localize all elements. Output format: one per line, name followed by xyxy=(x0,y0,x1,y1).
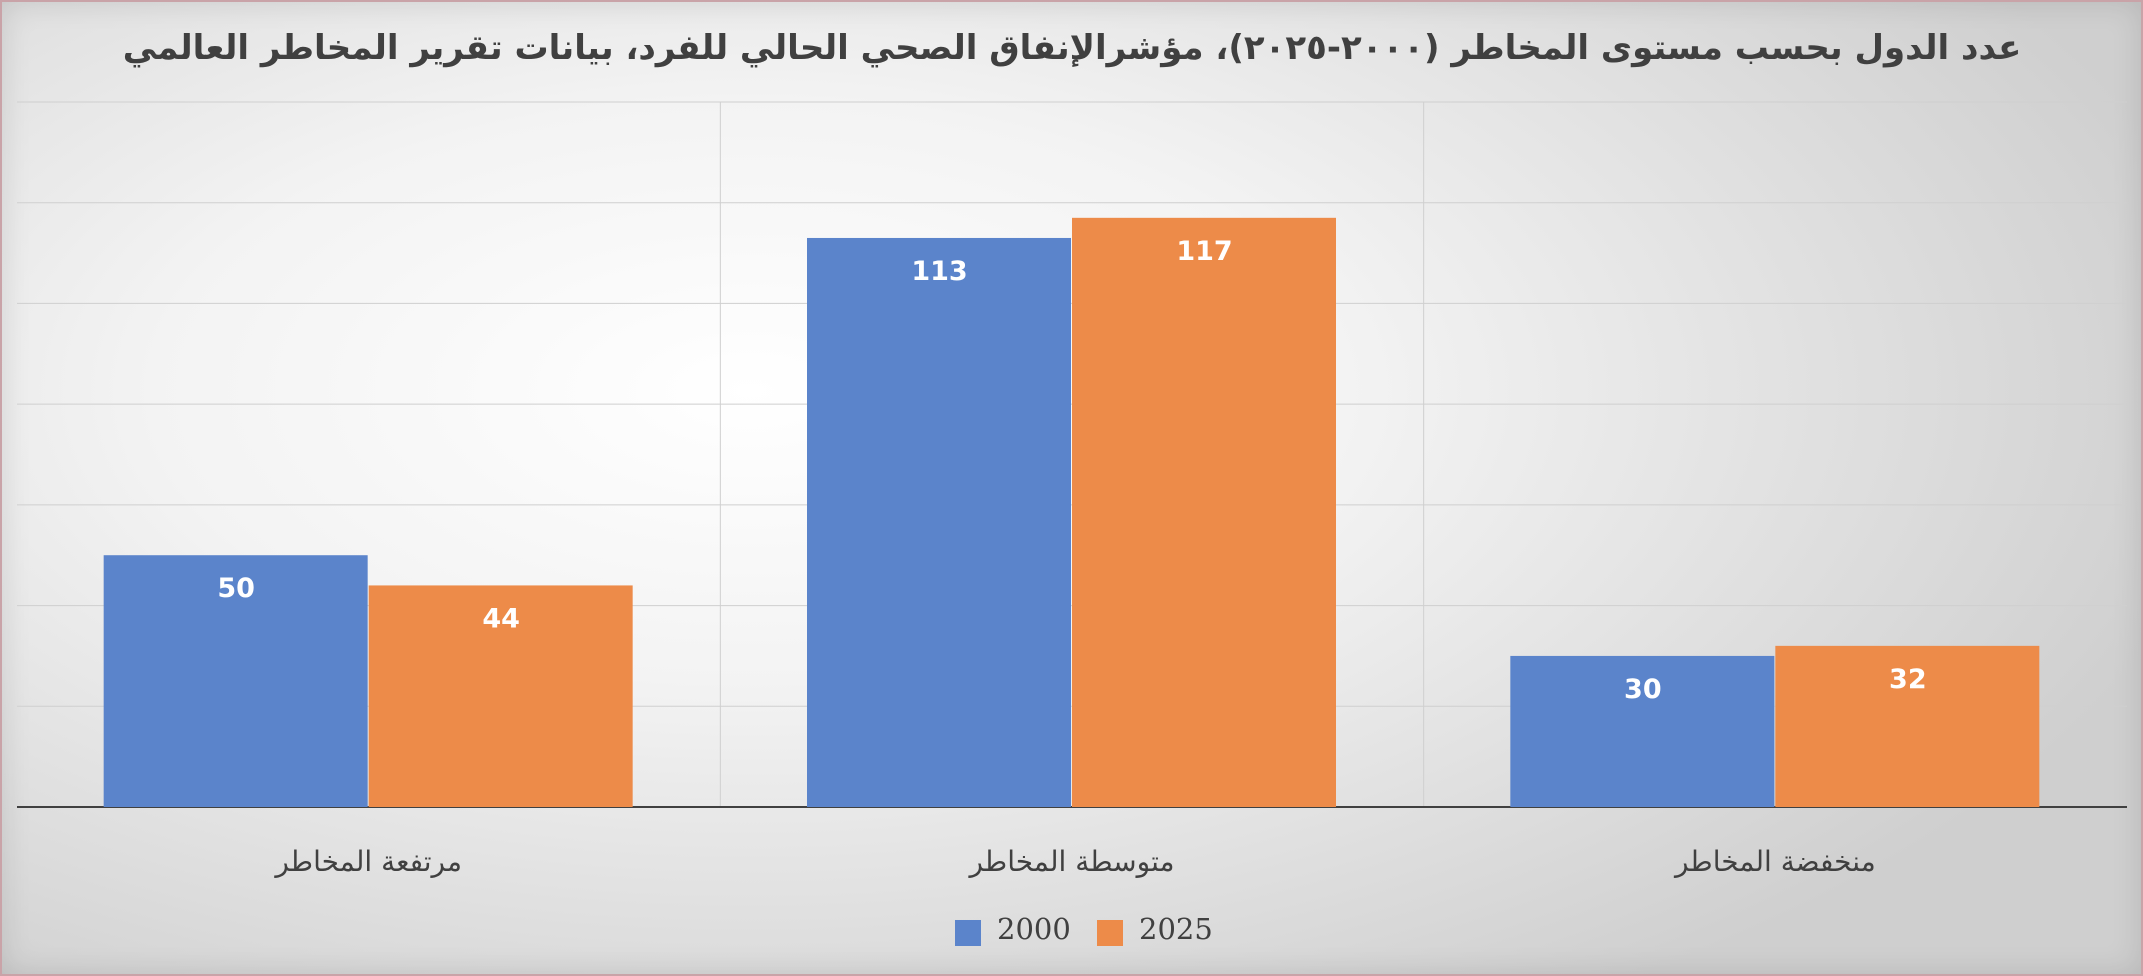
data-label: 117 xyxy=(1176,236,1232,267)
category-label: منخفضة المخاطر xyxy=(1673,845,1876,878)
data-label: 113 xyxy=(911,256,967,287)
bar-2025-2 xyxy=(1072,217,1336,808)
bar-2000-2 xyxy=(807,237,1071,807)
category-label: مرتفعة المخاطر xyxy=(273,845,462,878)
legend-label-2000: 2000 xyxy=(997,912,1071,946)
chart-title: عدد الدول بحسب مستوى المخاطر (٢٠٠٠-٢٠٢٥)… xyxy=(123,28,2022,68)
bar-2000-3 xyxy=(1510,655,1775,807)
legend: 2000 2025 xyxy=(955,912,1213,946)
category-label: متوسطة المخاطر xyxy=(967,845,1174,878)
bars xyxy=(103,217,2040,808)
data-label: 32 xyxy=(1889,664,1927,695)
bar-2000-1 xyxy=(103,555,368,807)
data-label: 30 xyxy=(1624,674,1662,705)
legend-label-2025: 2025 xyxy=(1139,912,1213,946)
data-labels: 50 113 30 44 117 32 xyxy=(217,236,1926,705)
data-label: 50 xyxy=(217,573,255,604)
bar-2025-1 xyxy=(368,585,633,807)
category-labels: مرتفعة المخاطر متوسطة المخاطر منخفضة المخا… xyxy=(273,845,1875,878)
legend-swatch-2025 xyxy=(1097,920,1123,946)
data-label: 44 xyxy=(482,603,520,634)
bar-2025-3 xyxy=(1775,645,2040,807)
legend-swatch-2000 xyxy=(955,920,981,946)
